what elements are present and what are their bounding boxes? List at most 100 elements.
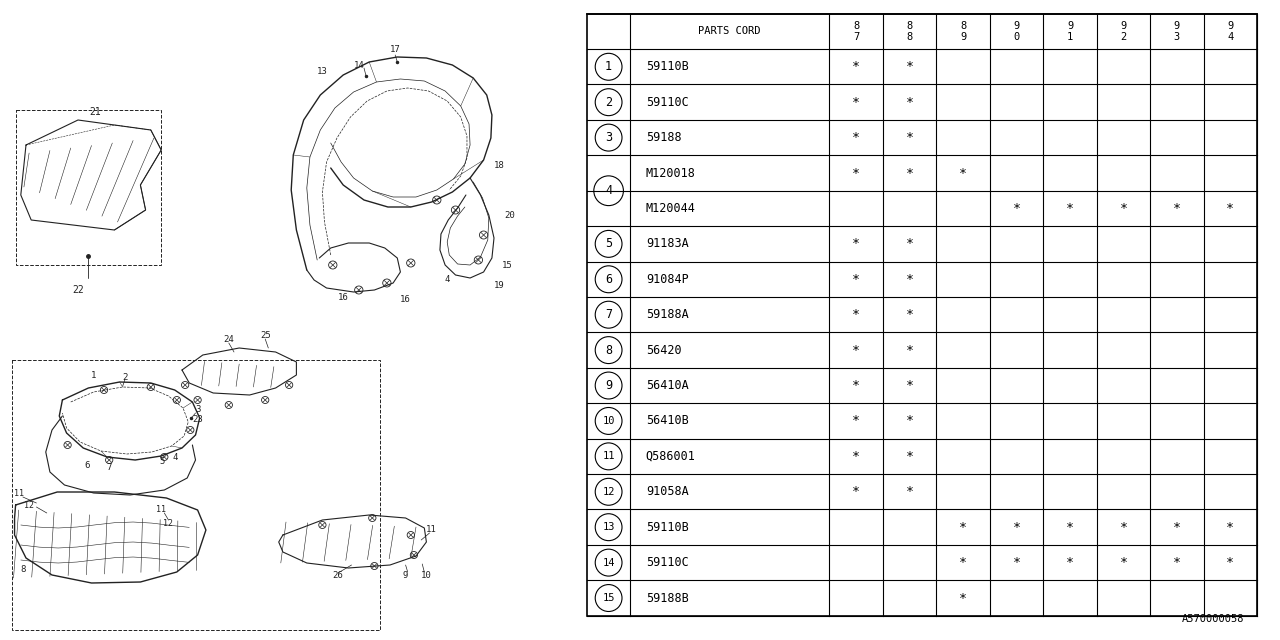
Text: 2: 2 [605, 96, 612, 109]
Text: *: * [1066, 521, 1074, 534]
Text: 8: 8 [20, 566, 26, 575]
Text: 59110B: 59110B [646, 60, 689, 73]
Text: Q586001: Q586001 [646, 450, 695, 463]
Text: 56410A: 56410A [646, 379, 689, 392]
Text: 7: 7 [605, 308, 612, 321]
Text: *: * [959, 591, 968, 605]
Text: *: * [906, 450, 914, 463]
Text: 12: 12 [164, 520, 174, 529]
Text: A570000058: A570000058 [1181, 614, 1244, 624]
Text: PARTS CORD: PARTS CORD [699, 26, 760, 36]
Text: *: * [852, 60, 860, 73]
Text: *: * [906, 131, 914, 144]
Text: 6: 6 [84, 461, 90, 470]
Text: 15: 15 [603, 593, 614, 603]
Text: 9
3: 9 3 [1174, 21, 1180, 42]
Text: M120018: M120018 [646, 166, 695, 180]
Text: 91058A: 91058A [646, 485, 689, 499]
Text: 18: 18 [494, 161, 504, 170]
Text: 14: 14 [353, 61, 365, 70]
Text: 12: 12 [24, 500, 35, 509]
Text: 10: 10 [421, 570, 431, 579]
Text: 91183A: 91183A [646, 237, 689, 250]
Text: 9
2: 9 2 [1120, 21, 1126, 42]
Text: *: * [906, 237, 914, 250]
Text: *: * [959, 166, 968, 180]
Text: *: * [1120, 521, 1128, 534]
Text: 9
0: 9 0 [1014, 21, 1020, 42]
Text: 3: 3 [605, 131, 612, 144]
Text: 16: 16 [338, 294, 348, 303]
Text: *: * [852, 166, 860, 180]
Text: *: * [1120, 556, 1128, 569]
Text: *: * [1066, 202, 1074, 215]
Text: *: * [1012, 521, 1020, 534]
Text: *: * [906, 415, 914, 428]
Text: *: * [852, 485, 860, 499]
Text: 4: 4 [605, 184, 612, 197]
Text: 56420: 56420 [646, 344, 681, 356]
Text: *: * [1172, 556, 1181, 569]
Text: 5: 5 [160, 458, 165, 467]
Text: 11: 11 [156, 506, 166, 515]
Text: 13: 13 [603, 522, 614, 532]
Text: 59110B: 59110B [646, 521, 689, 534]
Text: 4: 4 [172, 454, 178, 463]
Text: 1: 1 [605, 60, 612, 73]
Text: 91084P: 91084P [646, 273, 689, 286]
Text: 9: 9 [605, 379, 612, 392]
Text: *: * [906, 308, 914, 321]
Text: *: * [852, 308, 860, 321]
Text: *: * [959, 521, 968, 534]
Text: 16: 16 [401, 296, 411, 305]
Text: 13: 13 [317, 67, 328, 77]
Text: 23: 23 [192, 415, 204, 424]
Text: 4: 4 [444, 275, 449, 285]
Text: 11: 11 [426, 525, 436, 534]
Text: 15: 15 [502, 260, 513, 269]
Text: 17: 17 [390, 45, 401, 54]
Text: 59110C: 59110C [646, 96, 689, 109]
Text: *: * [852, 344, 860, 356]
Text: *: * [852, 237, 860, 250]
Text: 7: 7 [106, 463, 111, 472]
Text: *: * [852, 415, 860, 428]
Text: 8: 8 [605, 344, 612, 356]
Text: 19: 19 [494, 280, 504, 289]
Text: 12: 12 [603, 487, 614, 497]
Text: *: * [1172, 521, 1181, 534]
Text: 59188: 59188 [646, 131, 681, 144]
Text: *: * [906, 60, 914, 73]
Text: 5: 5 [605, 237, 612, 250]
Text: 21: 21 [90, 107, 101, 117]
Text: *: * [1172, 202, 1181, 215]
Text: *: * [1226, 556, 1234, 569]
Text: 59188B: 59188B [646, 591, 689, 605]
Text: 22: 22 [72, 285, 84, 295]
Text: *: * [906, 166, 914, 180]
Text: 59110C: 59110C [646, 556, 689, 569]
Text: 14: 14 [603, 557, 614, 568]
Text: 25: 25 [260, 332, 270, 340]
Text: *: * [852, 450, 860, 463]
Text: 8
9: 8 9 [960, 21, 966, 42]
Text: 8
7: 8 7 [852, 21, 859, 42]
Text: *: * [852, 131, 860, 144]
Text: *: * [906, 379, 914, 392]
Text: *: * [1226, 202, 1234, 215]
Text: 59188A: 59188A [646, 308, 689, 321]
Text: 26: 26 [333, 572, 343, 580]
Text: *: * [959, 556, 968, 569]
Text: *: * [1012, 202, 1020, 215]
Text: 9
4: 9 4 [1228, 21, 1234, 42]
Text: 11: 11 [603, 451, 614, 461]
Text: 3: 3 [195, 406, 200, 415]
Text: *: * [906, 273, 914, 286]
Text: *: * [1066, 556, 1074, 569]
Text: *: * [1120, 202, 1128, 215]
Text: 6: 6 [605, 273, 612, 286]
Text: 56410B: 56410B [646, 415, 689, 428]
Text: 2: 2 [122, 372, 128, 381]
Text: 1: 1 [91, 371, 96, 380]
Text: *: * [1226, 521, 1234, 534]
